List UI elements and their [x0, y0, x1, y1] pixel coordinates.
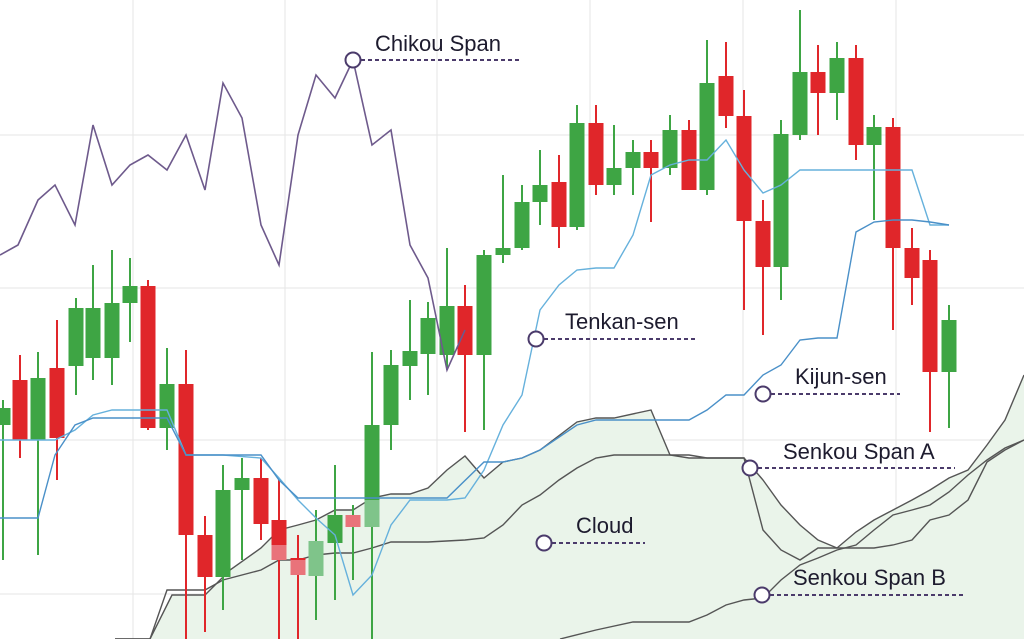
candle-body-42	[773, 134, 789, 267]
senkou-span-a-line	[115, 374, 1024, 639]
candle-body-47	[866, 127, 882, 145]
senkou-span-a-marker	[741, 459, 759, 477]
candle-body-28	[514, 202, 530, 248]
candle-body-1	[12, 380, 28, 440]
indicator-lines	[0, 57, 950, 597]
chikou-span-marker	[344, 51, 362, 69]
candle-body-36	[662, 130, 678, 168]
faded-candle-3	[345, 515, 361, 527]
cloud-marker	[535, 534, 553, 552]
candle-body-35	[643, 152, 659, 168]
kijun-sen-label: Kijun-sen	[795, 364, 887, 389]
candle-body-12	[215, 490, 231, 577]
cloud-label: Cloud	[576, 513, 633, 538]
chikou-span-label: Chikou Span	[375, 31, 501, 56]
candles	[0, 10, 957, 639]
candle-body-18	[327, 515, 343, 543]
senkou-span-b-line	[115, 439, 1024, 639]
candle-body-5	[85, 308, 101, 358]
candle-body-43	[792, 72, 808, 135]
candle-body-33	[606, 168, 622, 185]
faded-candle-1	[290, 560, 306, 575]
candle-body-23	[420, 318, 436, 354]
faded-candle-4	[364, 500, 380, 527]
candle-body-44	[810, 72, 826, 93]
senkou-span-a-label: Senkou Span A	[783, 439, 935, 464]
candle-body-27	[495, 248, 511, 255]
senkou-span-b-label: Senkou Span B	[793, 565, 946, 590]
cloud-fill	[115, 375, 1024, 639]
candle-body-30	[551, 182, 567, 227]
candle-body-6	[104, 303, 120, 358]
tenkan-sen-line	[0, 138, 949, 597]
candle-body-7	[122, 286, 138, 303]
candle-body-10	[178, 384, 194, 535]
candle-body-24	[439, 306, 455, 355]
candle-body-11	[197, 535, 213, 577]
candle-body-8	[140, 286, 156, 428]
annotations: Chikou Span Tenkan-sen Kijun-sen Senkou …	[344, 31, 965, 604]
candle-body-26	[476, 255, 492, 355]
candle-body-49	[904, 248, 920, 278]
candle-body-46	[848, 58, 864, 145]
candle-body-13	[234, 478, 250, 490]
candle-body-45	[829, 58, 845, 93]
candle-body-14	[253, 478, 269, 524]
chikou-span-line	[0, 57, 466, 373]
cloud-area	[115, 375, 1024, 639]
kijun-sen-marker	[754, 385, 772, 403]
candle-body-0	[0, 408, 11, 425]
senkou-span-b-lower-line	[559, 439, 1024, 639]
candle-body-2	[30, 378, 46, 440]
candle-body-38	[699, 83, 715, 190]
candle-body-4	[68, 308, 84, 366]
candle-body-34	[625, 152, 641, 168]
candle-body-39	[718, 76, 734, 116]
faded-candle-0	[271, 545, 287, 560]
candle-body-40	[736, 116, 752, 221]
candle-body-41	[755, 221, 771, 267]
candle-body-29	[532, 185, 548, 202]
candle-body-31	[569, 123, 585, 227]
senkou-spans	[115, 374, 1024, 639]
candle-body-32	[588, 123, 604, 185]
tenkan-sen-marker	[527, 330, 545, 348]
candle-body-22	[402, 351, 418, 366]
tenkan-sen-label: Tenkan-sen	[565, 309, 679, 334]
senkou-span-b-marker	[753, 586, 771, 604]
candle-body-21	[383, 365, 399, 425]
candle-body-3	[49, 368, 65, 438]
candle-body-51	[941, 320, 957, 372]
candle-body-48	[885, 127, 901, 248]
candle-body-50	[922, 260, 938, 372]
candle-body-9	[159, 384, 175, 428]
kijun-sen-line	[0, 219, 950, 519]
faded-candle-2	[308, 541, 324, 576]
